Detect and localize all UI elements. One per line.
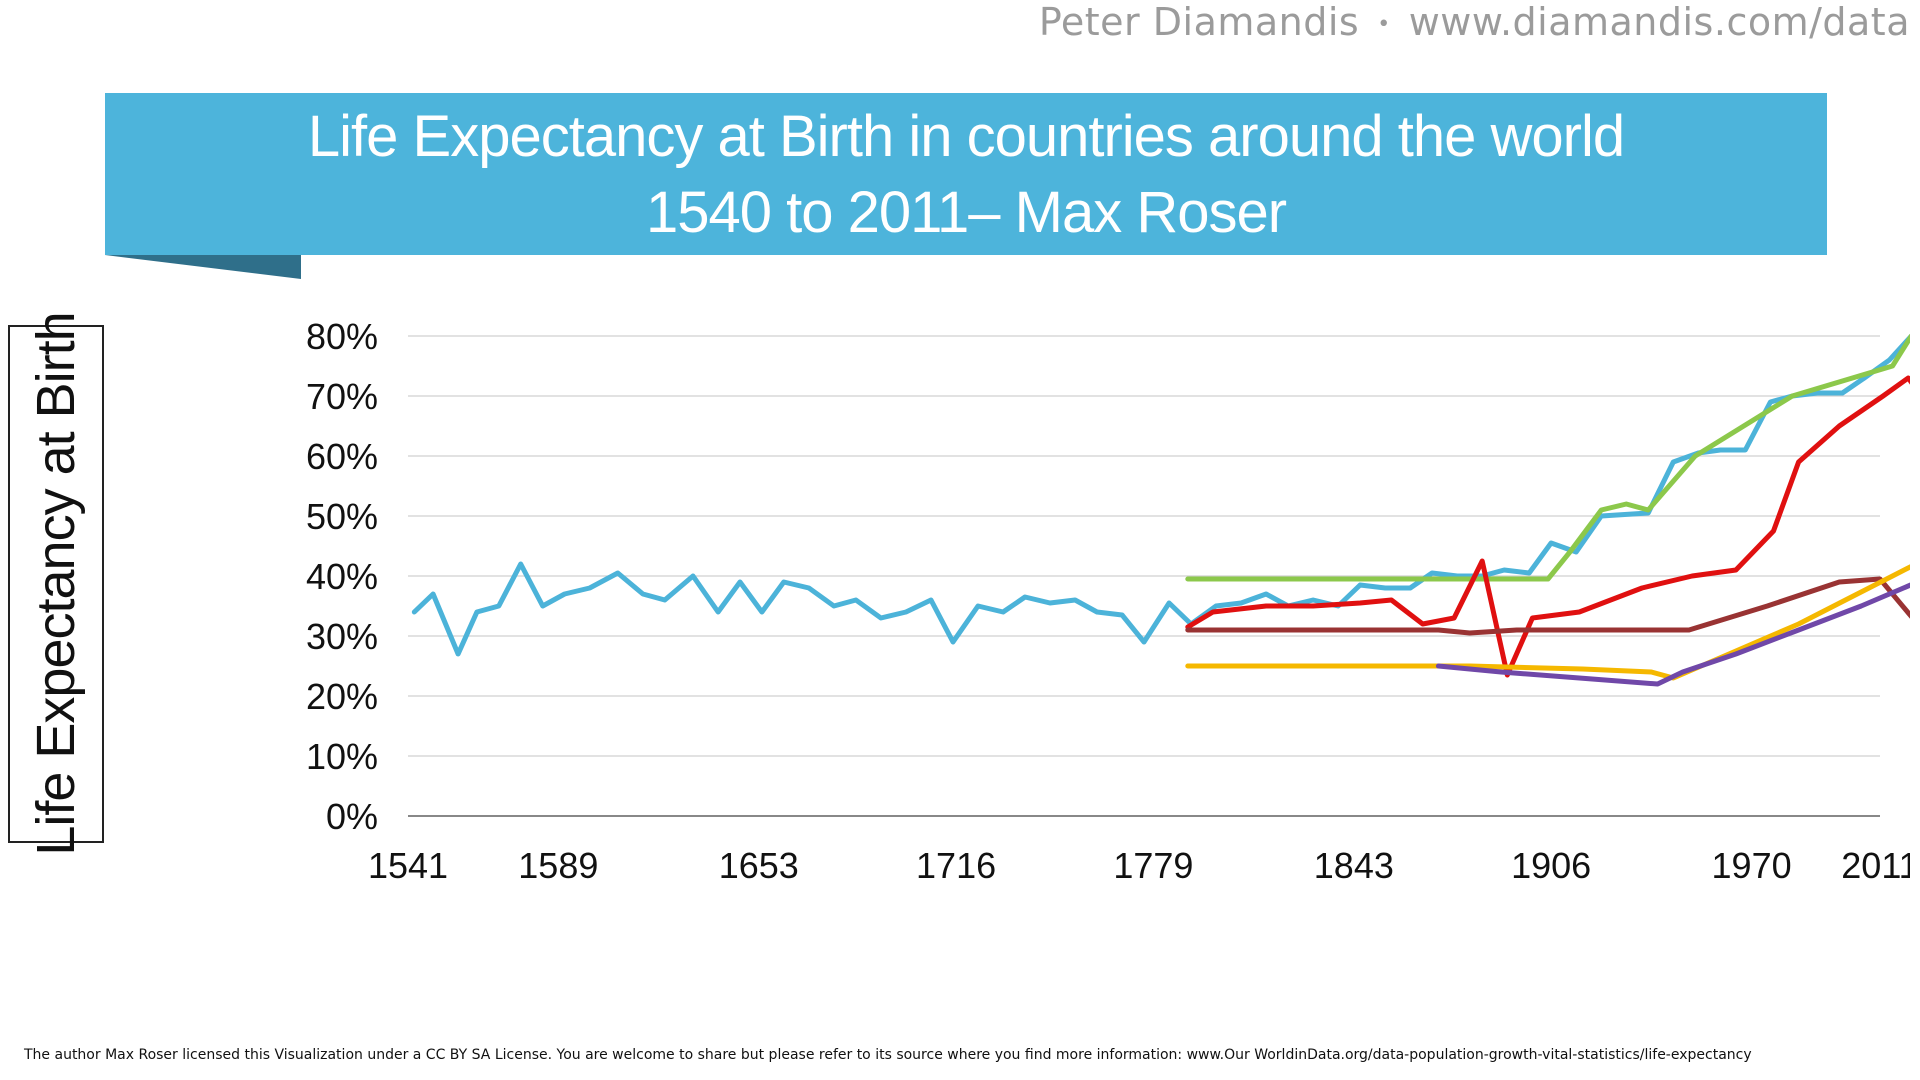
series-line-purple xyxy=(1435,582,1910,687)
separator-dot: • xyxy=(1377,11,1391,37)
y-tick-label: 70% xyxy=(306,376,378,417)
y-tick-label: 10% xyxy=(306,736,378,777)
x-tick-label: 1541 xyxy=(368,845,448,886)
banner-fold xyxy=(105,255,301,279)
license-note: The author Max Roser licensed this Visua… xyxy=(24,1047,1752,1063)
chart-title: Life Expectancy at Birth in countries ar… xyxy=(307,104,1625,169)
x-tick-label: 1779 xyxy=(1113,845,1193,886)
x-tick-label: 1970 xyxy=(1712,845,1792,886)
series-line-brown xyxy=(1185,576,1910,636)
series-line-yellow xyxy=(1185,564,1910,681)
title-banner: Life Expectancy at Birth in countries ar… xyxy=(105,93,1827,255)
y-tick-label: 0% xyxy=(326,796,378,837)
x-tick-label: 1906 xyxy=(1511,845,1591,886)
header-credit: Peter Diamandis • www.diamandis.com/data xyxy=(1039,0,1910,44)
y-axis-label: Life Expectancy at Birth xyxy=(26,312,86,856)
x-tick-label: 1589 xyxy=(518,845,598,886)
series-line-england xyxy=(411,333,1910,657)
author-name: Peter Diamandis xyxy=(1038,0,1360,44)
chart-subtitle: 1540 to 2011– Max Roser xyxy=(645,180,1287,245)
series-line-green xyxy=(1185,333,1910,582)
y-tick-label: 20% xyxy=(306,676,378,717)
y-tick-label: 30% xyxy=(306,616,378,657)
y-axis-label-box: Life Expectancy at Birth xyxy=(8,312,104,856)
x-tick-label: 1653 xyxy=(719,845,799,886)
x-tick-label: 2011 xyxy=(1841,845,1910,886)
y-tick-label: 80% xyxy=(306,316,378,357)
x-tick-label: 1843 xyxy=(1314,845,1394,886)
y-tick-label: 40% xyxy=(306,556,378,597)
x-tick-label: 1716 xyxy=(916,845,996,886)
series-line-red xyxy=(1185,375,1910,678)
source-url: www.diamandis.com/data xyxy=(1408,0,1910,44)
y-tick-label: 50% xyxy=(306,496,378,537)
y-tick-label: 60% xyxy=(306,436,378,477)
life-expectancy-chart: 0% 10% 20% 30% 40% 50% 60% 70% 80% 1541 1589 1653 17… xyxy=(306,316,1910,886)
